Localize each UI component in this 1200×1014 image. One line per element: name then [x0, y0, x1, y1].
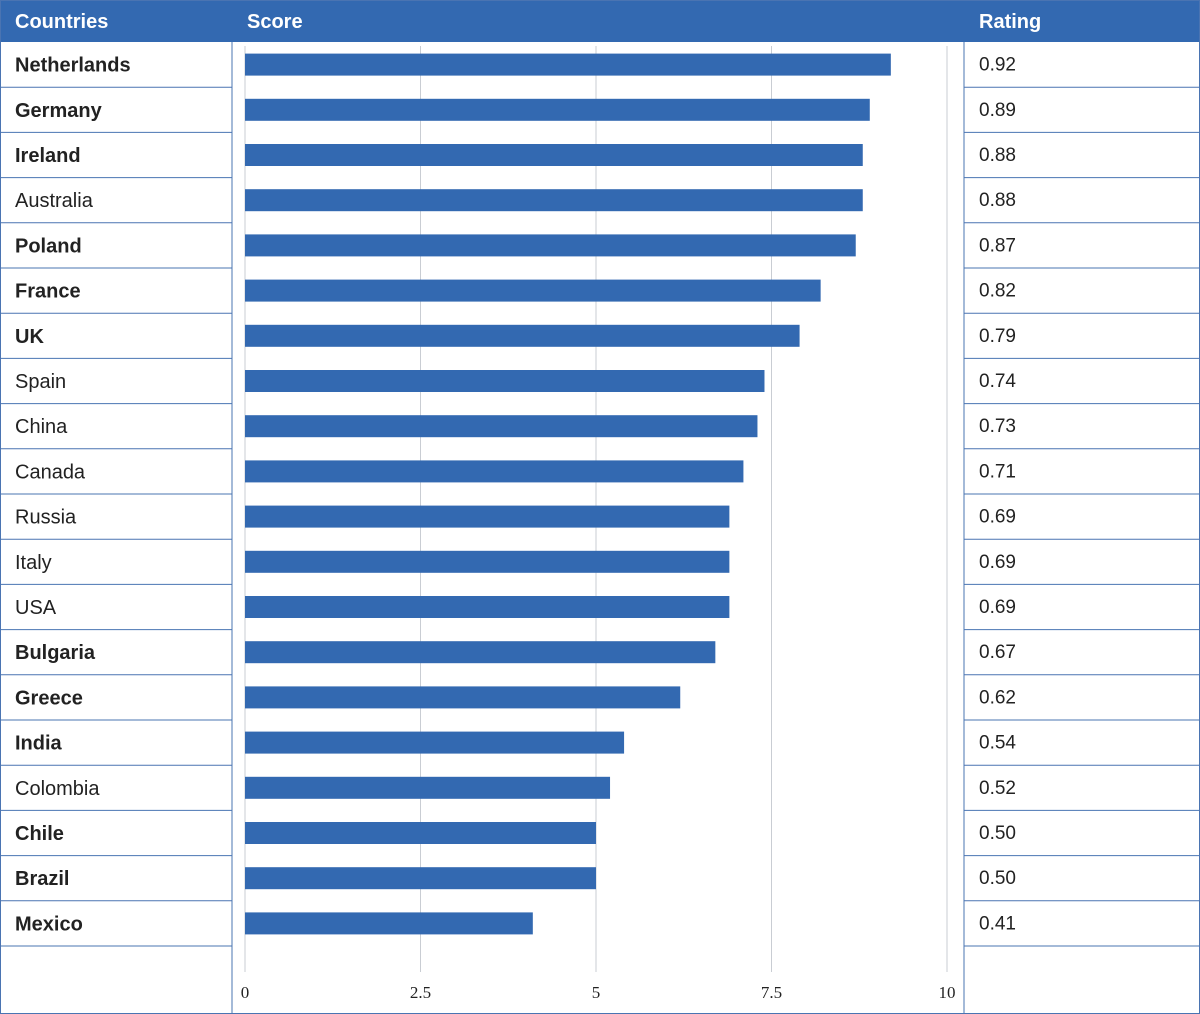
rating-value: 0.69	[979, 552, 1016, 573]
header-bar	[0, 0, 1200, 42]
country-label: Mexico	[15, 913, 83, 935]
country-label: Italy	[15, 552, 52, 574]
score-bar-australia	[245, 189, 863, 212]
score-bar-netherlands	[245, 53, 891, 76]
score-bar-chile	[245, 822, 596, 844]
country-label: Poland	[15, 235, 82, 257]
country-label: Chile	[15, 823, 64, 845]
rating-value: 0.88	[979, 145, 1016, 166]
score-bar-russia	[245, 505, 730, 528]
rating-value: 0.62	[979, 687, 1016, 708]
rating-value: 0.82	[979, 281, 1016, 302]
rating-value: 0.73	[979, 416, 1016, 437]
score-bar-poland	[245, 234, 856, 257]
score-bar-china	[245, 415, 758, 438]
score-bar-germany	[245, 98, 870, 121]
header-rating: Rating	[979, 11, 1041, 33]
rating-value: 0.50	[979, 868, 1016, 889]
country-label: France	[15, 281, 81, 303]
country-label: Bulgaria	[15, 642, 96, 664]
x-tick-label: 2.5	[410, 983, 431, 1002]
score-bar-greece	[245, 686, 681, 709]
score-bar-uk	[245, 324, 800, 347]
rating-value: 0.69	[979, 597, 1016, 618]
x-tick-label: 0	[241, 983, 250, 1002]
country-label: Netherlands	[15, 55, 131, 77]
rating-value: 0.52	[979, 778, 1016, 799]
country-label: UK	[15, 326, 44, 348]
score-bar-spain	[245, 370, 765, 392]
score-bar-bulgaria	[245, 641, 716, 664]
country-label: Brazil	[15, 868, 69, 890]
rating-value: 0.54	[979, 733, 1016, 754]
score-bar-india	[245, 731, 625, 754]
x-tick-label: 7.5	[761, 983, 782, 1002]
score-bar-colombia	[245, 776, 611, 799]
rating-value: 0.87	[979, 235, 1016, 256]
rating-value: 0.69	[979, 507, 1016, 528]
country-label: Colombia	[15, 778, 100, 800]
country-label: China	[15, 416, 68, 438]
score-bar-ireland	[245, 144, 863, 166]
rating-value: 0.71	[979, 461, 1016, 482]
score-bar-mexico	[245, 912, 533, 935]
rating-value: 0.79	[979, 326, 1016, 347]
x-tick-label: 10	[939, 983, 956, 1002]
score-bar-brazil	[245, 867, 596, 890]
country-label: Greece	[15, 687, 83, 709]
country-label: Canada	[15, 461, 86, 483]
header-score: Score	[247, 11, 303, 33]
score-bar-usa	[245, 596, 730, 618]
rating-value: 0.92	[979, 55, 1016, 76]
score-bar-france	[245, 279, 821, 302]
country-label: India	[15, 733, 63, 755]
x-tick-label: 5	[592, 983, 601, 1002]
header-countries: Countries	[15, 11, 108, 33]
country-label: Australia	[15, 190, 94, 212]
rating-value: 0.88	[979, 190, 1016, 211]
rating-value: 0.89	[979, 100, 1016, 121]
score-bar-italy	[245, 550, 730, 573]
rating-value: 0.67	[979, 642, 1016, 663]
country-label: Spain	[15, 371, 66, 393]
score-bar-canada	[245, 460, 744, 483]
rating-value: 0.74	[979, 371, 1016, 392]
country-label: Ireland	[15, 145, 81, 167]
country-label: Germany	[15, 100, 103, 122]
rating-value: 0.41	[979, 913, 1016, 934]
country-label: Russia	[15, 507, 77, 529]
rating-value: 0.50	[979, 823, 1016, 844]
country-label: USA	[15, 597, 57, 619]
